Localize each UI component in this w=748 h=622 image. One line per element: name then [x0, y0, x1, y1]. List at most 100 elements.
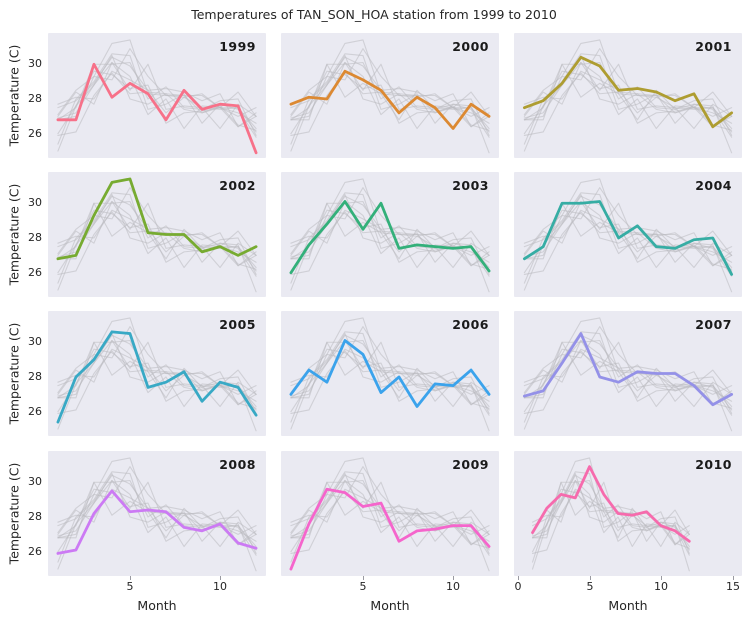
- x-tick-mark: [453, 576, 454, 580]
- background-year-line: [58, 327, 256, 402]
- facet-2001-plot: [514, 33, 742, 158]
- highlighted-year-line: [291, 341, 489, 407]
- x-tick-mark: [130, 576, 131, 580]
- background-year-line: [291, 349, 489, 406]
- facet-2007: 2007: [514, 311, 742, 436]
- background-year-line: [524, 49, 731, 124]
- facet-2004-plot: [514, 172, 742, 297]
- background-year-line: [58, 71, 256, 128]
- y-tick-label: 30: [28, 335, 42, 348]
- x-tick-label: 5: [359, 580, 367, 593]
- background-year-line: [524, 71, 731, 128]
- y-tick-label: 26: [28, 127, 42, 140]
- facet-year-label: 2006: [452, 317, 489, 332]
- background-year-line: [291, 210, 489, 267]
- facet-2008-plot: [48, 451, 266, 576]
- highlighted-year-line: [524, 334, 731, 405]
- x-tick-label: 10: [213, 580, 227, 593]
- y-tick-label: 26: [28, 266, 42, 279]
- facet-year-label: 2008: [219, 457, 256, 472]
- highlighted-year-line: [291, 202, 489, 273]
- background-year-line: [58, 73, 256, 136]
- background-year-line: [291, 56, 489, 127]
- y-tick-label: 28: [28, 510, 42, 523]
- facet-2001: 2001: [514, 33, 742, 158]
- facet-2004: 2004: [514, 172, 742, 297]
- y-tick-label: 28: [28, 231, 42, 244]
- background-year-line: [58, 351, 256, 414]
- background-year-line: [58, 195, 256, 266]
- x-tick-label: 10: [446, 580, 460, 593]
- facet-year-label: 2002: [219, 178, 256, 193]
- highlighted-year-line: [58, 491, 256, 554]
- background-year-line: [291, 71, 489, 151]
- x-tick-label: 15: [726, 580, 740, 593]
- background-year-line: [291, 475, 489, 544]
- background-year-line: [533, 475, 690, 544]
- facet-2008: 2008: [48, 451, 266, 576]
- facet-year-label: 2000: [452, 39, 489, 54]
- background-year-line: [524, 56, 731, 127]
- background-year-line: [524, 349, 731, 429]
- x-tick-mark: [363, 576, 364, 580]
- background-year-line: [291, 334, 489, 405]
- facet-2009: 2009: [281, 451, 499, 576]
- facet-2000-plot: [281, 33, 499, 158]
- background-year-line: [291, 73, 489, 136]
- facet-year-label: 2005: [219, 317, 256, 332]
- background-year-line: [291, 57, 489, 126]
- x-tick-label: 5: [586, 580, 594, 593]
- highlighted-year-line: [524, 202, 731, 275]
- y-tick-label: 30: [28, 57, 42, 70]
- figure-title: Temperatures of TAN_SON_HOA station from…: [191, 7, 557, 22]
- facet-2009-plot: [281, 451, 499, 576]
- facet-1999: 1999: [48, 33, 266, 158]
- highlighted-year-line: [533, 467, 690, 542]
- background-year-line: [58, 210, 256, 267]
- x-tick-mark: [590, 576, 591, 580]
- highlighted-year-line: [291, 489, 489, 569]
- highlighted-year-line: [58, 332, 256, 422]
- background-year-line: [291, 474, 489, 545]
- background-year-line: [58, 56, 256, 127]
- background-year-line: [524, 327, 731, 402]
- x-tick-label: 5: [126, 580, 134, 593]
- facet-2002: 2002: [48, 172, 266, 297]
- x-tick-mark: [661, 576, 662, 580]
- facet-2007-plot: [514, 311, 742, 436]
- facet-2000: 2000: [281, 33, 499, 158]
- background-year-line: [58, 49, 256, 124]
- facet-2006-plot: [281, 311, 499, 436]
- facet-2003-plot: [281, 172, 499, 297]
- x-tick-mark: [220, 576, 221, 580]
- facet-2010-plot: [514, 451, 742, 576]
- facet-2010: 2010: [514, 451, 742, 576]
- y-tick-label: 28: [28, 370, 42, 383]
- background-year-line: [291, 49, 489, 124]
- highlighted-year-line: [524, 57, 731, 126]
- facet-2002-plot: [48, 172, 266, 297]
- background-year-line: [524, 335, 731, 404]
- background-year-line: [58, 475, 256, 544]
- facet-year-label: 2003: [452, 178, 489, 193]
- background-year-line: [524, 195, 731, 266]
- facet-2005-plot: [48, 311, 266, 436]
- facet-year-label: 2001: [695, 39, 732, 54]
- facet-year-label: 2009: [452, 457, 489, 472]
- x-tick-label: 10: [654, 580, 668, 593]
- x-axis-label: Month: [370, 598, 410, 613]
- background-year-line: [524, 210, 731, 290]
- x-tick-mark: [518, 576, 519, 580]
- x-axis-label: Month: [608, 598, 648, 613]
- background-year-line: [291, 335, 489, 404]
- y-tick-label: 26: [28, 405, 42, 418]
- facet-year-label: 2010: [695, 457, 732, 472]
- highlighted-year-line: [291, 71, 489, 128]
- y-tick-label: 30: [28, 196, 42, 209]
- background-year-line: [524, 349, 731, 406]
- facet-2005: 2005: [48, 311, 266, 436]
- background-year-line: [291, 491, 489, 554]
- background-year-line: [58, 349, 256, 406]
- background-year-line: [291, 327, 489, 402]
